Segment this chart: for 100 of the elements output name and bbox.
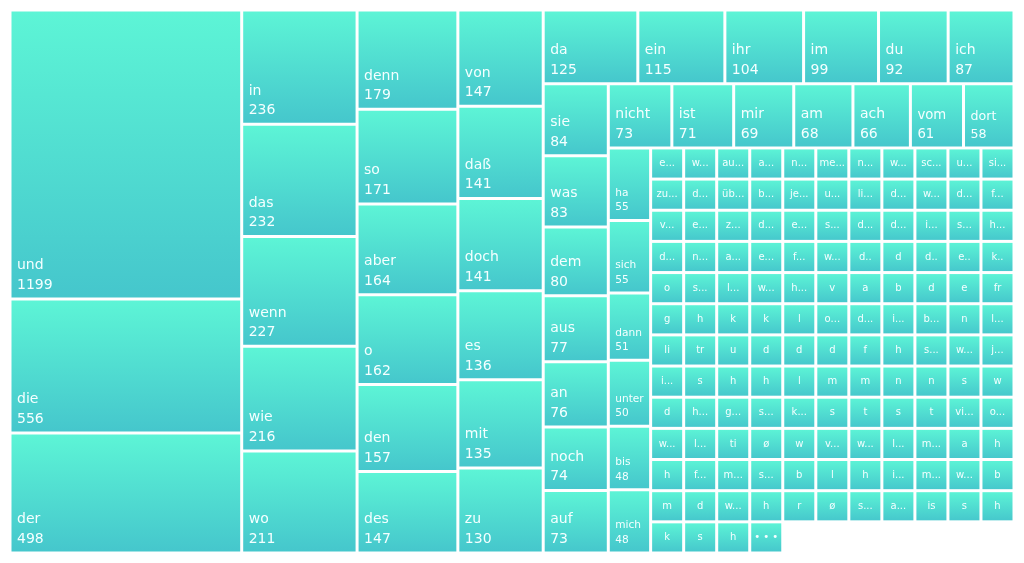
data-label: 162 — [364, 361, 391, 378]
data-label: 84 — [550, 132, 569, 149]
category-label: h — [895, 344, 902, 356]
data-label: 77 — [550, 338, 569, 355]
data-label: 68 — [800, 124, 819, 141]
category-label: o... — [824, 312, 841, 324]
category-label: dem — [550, 253, 582, 270]
category-label: e — [961, 281, 968, 293]
category-label: k — [664, 531, 671, 543]
category-label: d... — [659, 250, 676, 262]
category-label: g — [663, 312, 671, 324]
category-label: w... — [923, 188, 940, 200]
category-label: a... — [890, 499, 907, 511]
category-label: k.. — [991, 250, 1004, 262]
category-label: der — [17, 510, 41, 527]
category-label: is — [927, 499, 936, 511]
category-label: denn — [364, 66, 400, 83]
category-label: ich — [955, 41, 976, 58]
category-label: i... — [925, 219, 938, 231]
category-label: v... — [824, 437, 840, 449]
category-label: si... — [988, 157, 1007, 169]
category-label: b — [796, 468, 803, 480]
data-label: 83 — [550, 204, 569, 221]
data-label: 179 — [364, 86, 391, 103]
data-label: 147 — [364, 530, 391, 546]
category-label: d — [697, 499, 704, 511]
category-label: h... — [791, 281, 808, 293]
category-label: l... — [892, 437, 905, 449]
category-label: s — [697, 375, 703, 387]
category-label: fr — [993, 281, 1003, 293]
category-label: e... — [791, 219, 808, 231]
category-label: s — [961, 375, 968, 387]
category-label: zu... — [656, 188, 678, 200]
data-label: 216 — [248, 427, 276, 444]
category-label: was — [550, 184, 578, 201]
category-label: da — [550, 41, 568, 58]
category-label: t — [863, 406, 868, 418]
category-label: d.. — [858, 250, 872, 262]
data-label: 50 — [615, 406, 630, 419]
category-label: daß — [464, 155, 492, 172]
category-label: o... — [989, 406, 1006, 418]
category-label: ein — [644, 41, 667, 58]
category-label: du — [885, 41, 904, 58]
category-label: m... — [921, 468, 942, 480]
category-label: tr — [696, 344, 706, 356]
category-label: üb... — [722, 188, 745, 200]
data-label: 164 — [364, 271, 391, 288]
category-label: bis — [615, 454, 631, 467]
category-label: f... — [793, 250, 806, 262]
category-label: a... — [758, 157, 775, 169]
data-label: 147 — [464, 83, 492, 100]
category-label: a — [862, 281, 869, 293]
category-label: au... — [722, 157, 745, 169]
category-label: d — [796, 344, 803, 356]
category-label: ha — [615, 185, 629, 198]
category-label: w... — [724, 499, 742, 511]
category-label: wenn — [248, 303, 287, 320]
data-label: 227 — [248, 323, 276, 340]
category-label: h — [994, 499, 1001, 511]
category-label: h — [763, 499, 770, 511]
data-label: 171 — [364, 180, 391, 197]
category-label: s... — [857, 499, 873, 511]
category-label: aber — [364, 252, 397, 269]
category-label: an — [550, 384, 568, 401]
category-label: s... — [758, 406, 774, 418]
category-label: • • • — [754, 531, 779, 543]
data-label: 135 — [464, 444, 492, 461]
category-label: aus — [550, 319, 575, 336]
category-label: w... — [757, 281, 775, 293]
category-label: ihr — [731, 41, 751, 58]
category-label: wo — [248, 510, 269, 527]
data-label: 55 — [615, 200, 629, 213]
data-label: 48 — [615, 533, 629, 545]
category-label: und — [17, 256, 44, 273]
category-label: h... — [989, 219, 1006, 231]
category-label: o — [364, 341, 373, 358]
category-label: h — [730, 531, 737, 543]
category-label: je... — [789, 188, 809, 200]
category-label: n... — [692, 250, 709, 262]
category-label: i... — [660, 375, 674, 387]
category-label: k... — [791, 406, 807, 418]
category-label: a — [961, 437, 968, 449]
category-label: sich — [615, 258, 637, 271]
data-label: 1199 — [17, 275, 53, 292]
category-label: e... — [659, 157, 675, 169]
category-label: m... — [921, 437, 942, 449]
category-label: a... — [725, 250, 742, 262]
category-label: d — [663, 406, 671, 418]
category-label: u... — [956, 157, 973, 169]
category-label: dort — [970, 108, 997, 124]
data-label: 99 — [810, 60, 829, 77]
data-label: 211 — [248, 530, 276, 546]
category-label: d — [895, 250, 902, 262]
data-label: 69 — [740, 124, 759, 141]
category-label: d — [928, 281, 935, 293]
category-label: w... — [956, 344, 973, 356]
category-label: d... — [857, 219, 874, 231]
category-label: sc... — [921, 157, 942, 169]
category-label: h — [663, 468, 671, 480]
category-label: v... — [659, 219, 675, 231]
